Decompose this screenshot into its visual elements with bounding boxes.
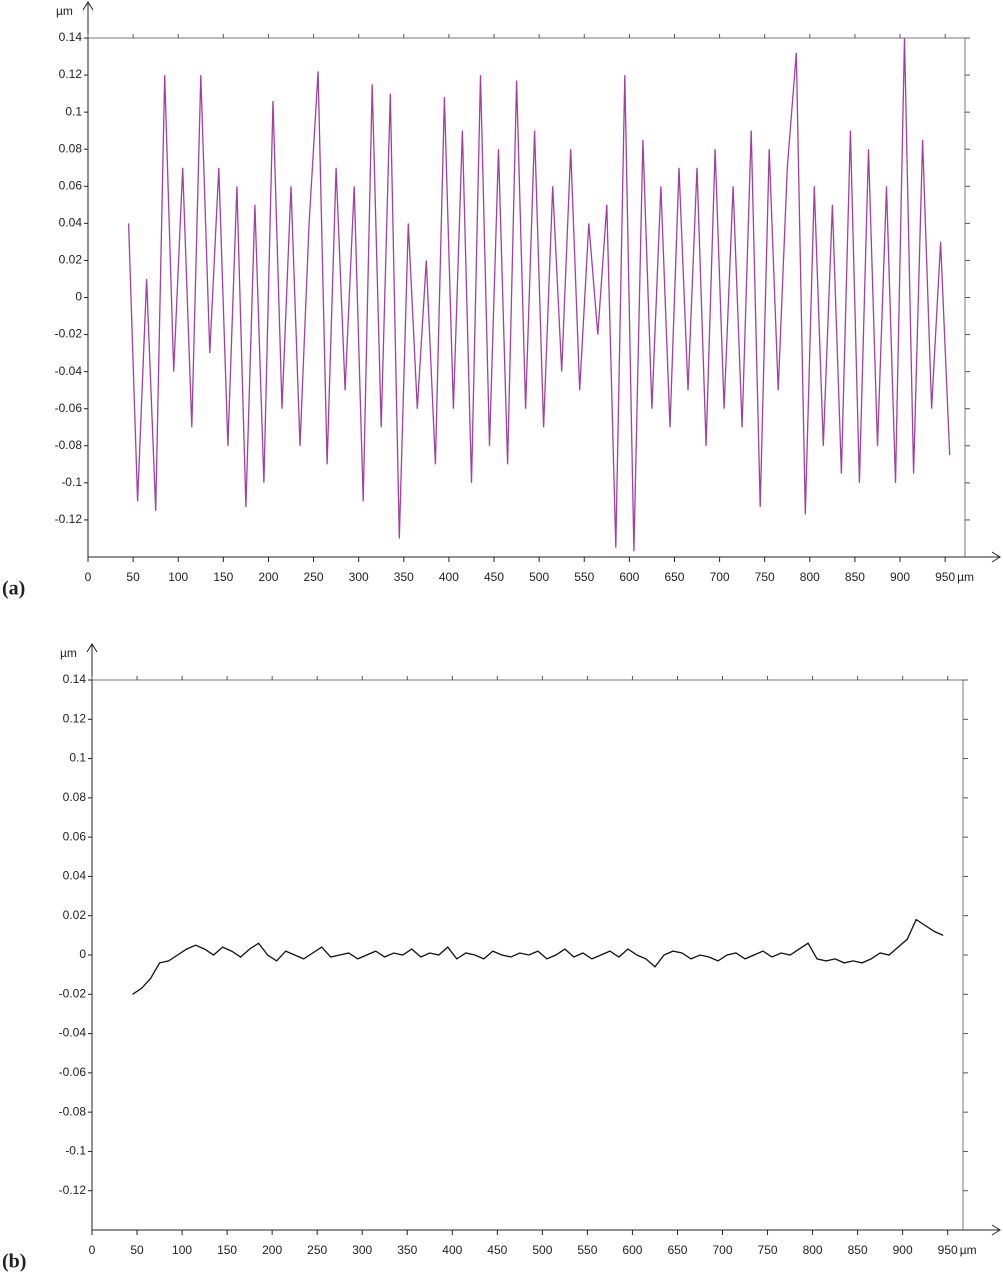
x-arrow [991, 1224, 1001, 1236]
x-tick-label: 600 [619, 570, 639, 584]
y-arrow [82, 1, 94, 11]
x-tick-label: 650 [664, 570, 684, 584]
x-tick-label: 700 [710, 570, 730, 584]
x-tick-label: 700 [712, 1243, 732, 1257]
y-tick-label: 0.08 [59, 141, 83, 155]
y-tick-label: -0.1 [61, 475, 82, 489]
y-tick-label: 0.04 [59, 216, 83, 230]
y-tick-label: -0.06 [59, 1065, 87, 1079]
x-tick-label: 900 [893, 1243, 913, 1257]
y-tick-label: 0 [75, 290, 82, 304]
y-tick-label: -0.04 [59, 1026, 87, 1040]
y-tick-label: 0.06 [63, 829, 87, 843]
y-tick-label: -0.1 [65, 1144, 86, 1158]
x-unit: µm [957, 570, 974, 584]
profile-line [132, 918, 944, 995]
y-tick-label: -0.08 [55, 438, 83, 452]
x-tick-label: 500 [529, 570, 549, 584]
y-tick-label: -0.02 [55, 327, 83, 341]
x-tick-label: 450 [487, 1243, 507, 1257]
x-arrow [991, 551, 1001, 563]
x-tick-label: 250 [307, 1243, 327, 1257]
y-tick-label: -0.06 [55, 401, 83, 415]
y-arrow [86, 643, 98, 653]
profile-line [127, 37, 951, 552]
x-tick-label: 950 [935, 570, 955, 584]
y-tick-label: 0.12 [59, 67, 83, 81]
x-tick-label: 400 [442, 1243, 462, 1257]
y-tick-label: -0.04 [55, 364, 83, 378]
y-tick-label: 0.08 [63, 790, 87, 804]
x-tick-label: 200 [262, 1243, 282, 1257]
x-tick-label: 600 [622, 1243, 642, 1257]
y-tick-label: 0 [79, 947, 86, 961]
x-tick-label: 100 [172, 1243, 192, 1257]
y-tick-label: 0.14 [63, 672, 87, 686]
x-tick-label: 300 [352, 1243, 372, 1257]
x-tick-label: 300 [349, 570, 369, 584]
panel-label: (a) [2, 578, 25, 600]
y-tick-label: 0.06 [59, 178, 83, 192]
x-tick-label: 950 [938, 1243, 958, 1257]
y-unit: µm [60, 646, 77, 660]
x-tick-label: 350 [394, 570, 414, 584]
x-tick-label: 900 [890, 570, 910, 584]
x-tick-label: 400 [439, 570, 459, 584]
y-tick-label: 0.02 [63, 908, 87, 922]
y-tick-label: 0.02 [59, 253, 83, 267]
y-tick-label: -0.12 [59, 1183, 87, 1197]
y-unit: µm [56, 4, 73, 18]
x-tick-label: 500 [532, 1243, 552, 1257]
y-tick-label: -0.02 [59, 986, 87, 1000]
x-tick-label: 750 [758, 1243, 778, 1257]
x-tick-label: 850 [845, 570, 865, 584]
x-tick-label: 850 [848, 1243, 868, 1257]
x-tick-label: 50 [126, 570, 140, 584]
y-tick-label: 0.04 [63, 869, 87, 883]
x-tick-label: 550 [574, 570, 594, 584]
x-tick-label: 800 [800, 570, 820, 584]
x-tick-label: 800 [803, 1243, 823, 1257]
x-tick-label: 450 [484, 570, 504, 584]
x-tick-label: 200 [258, 570, 278, 584]
y-tick-label: -0.12 [55, 512, 83, 526]
x-unit: µm [960, 1243, 977, 1257]
x-tick-label: 250 [304, 570, 324, 584]
x-tick-label: 0 [89, 1243, 96, 1257]
x-tick-label: 50 [130, 1243, 144, 1257]
x-tick-label: 750 [755, 570, 775, 584]
y-tick-label: 0.14 [59, 30, 83, 44]
x-tick-label: 100 [168, 570, 188, 584]
x-tick-label: 650 [667, 1243, 687, 1257]
panel-label: (b) [2, 1251, 26, 1273]
y-tick-label: -0.08 [59, 1104, 87, 1118]
x-tick-label: 150 [213, 570, 233, 584]
x-tick-label: 550 [577, 1243, 597, 1257]
y-tick-label: 0.1 [65, 104, 82, 118]
plot-frame [87, 37, 966, 558]
x-tick-label: 0 [85, 570, 92, 584]
y-tick-label: 0.12 [63, 711, 87, 725]
y-tick-label: 0.1 [69, 751, 86, 765]
x-tick-label: 150 [217, 1243, 237, 1257]
x-tick-label: 350 [397, 1243, 417, 1257]
